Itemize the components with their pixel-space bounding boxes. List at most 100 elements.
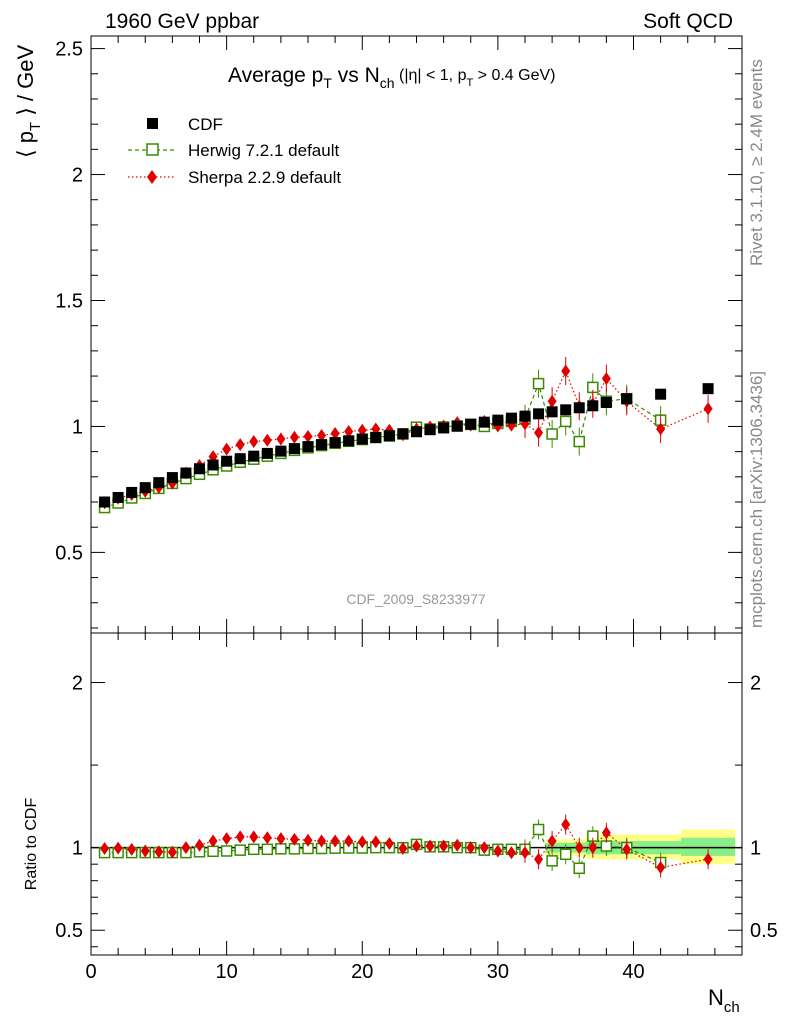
cdf-point xyxy=(112,491,124,503)
main-panel: 0.5 1 1.5 2 2.5 Average pT vs Nch (|η| < 1, … xyxy=(55,35,743,634)
ratio-sherpa-point xyxy=(140,844,150,858)
ratio-sherpa-point xyxy=(561,818,571,832)
ratio-ytick-label-right: 1 xyxy=(750,838,761,860)
sherpa-point xyxy=(547,394,557,408)
rivet-label: Rivet 3.1.10, ≥ 2.4M events xyxy=(747,59,766,266)
cdf-point xyxy=(411,426,422,438)
cdf-point xyxy=(600,397,612,409)
main-ytick-label: 1 xyxy=(72,416,83,438)
cdf-point xyxy=(478,416,490,428)
sherpa-point xyxy=(656,422,666,436)
ratio-herwig-line xyxy=(104,828,661,870)
main-ytick-label: 0.5 xyxy=(55,542,83,564)
ratio-sherpa-point xyxy=(222,832,232,846)
sherpa-point xyxy=(235,438,245,452)
sherpa-point xyxy=(262,433,272,447)
ratio-ytick-label-right: 0.5 xyxy=(750,920,778,942)
ratio-sherpa-point xyxy=(344,834,354,848)
cdf-point xyxy=(234,453,246,465)
herwig-point xyxy=(559,415,572,428)
ratio-sherpa-point xyxy=(276,832,286,846)
ratio-sherpa-point xyxy=(493,844,503,858)
main-ylabel: ⟨ pT ⟩ / GeV xyxy=(13,45,44,158)
ratio-sherpa-point xyxy=(452,838,462,852)
ratio-sherpa-point xyxy=(439,839,449,853)
ratio-sherpa-point xyxy=(398,841,408,855)
ratio-sherpa-point xyxy=(371,835,381,849)
cdf-point xyxy=(519,410,531,422)
ratio-sherpa-point xyxy=(479,841,489,855)
ratio-sherpa-point xyxy=(154,845,164,859)
ratio-ylabel: Ratio to CDF xyxy=(23,798,40,891)
ratio-sherpa-point xyxy=(601,826,611,840)
cdf-point xyxy=(465,418,477,430)
xtick-label: 10 xyxy=(216,961,238,983)
legend-herwig-marker xyxy=(146,143,159,156)
legend: CDF Herwig 7.2.1 default Sherpa 2.2.9 de… xyxy=(128,115,341,187)
ratio-sherpa-point xyxy=(622,842,632,856)
ratio-sherpa-point xyxy=(181,841,191,855)
cdf-point xyxy=(533,408,545,420)
cdf-point xyxy=(702,383,714,395)
ratio-sherpa-point xyxy=(703,852,713,866)
ratio-herwig-point xyxy=(261,843,274,856)
cdf-point xyxy=(621,393,633,405)
ratio-sherpa-point xyxy=(466,841,476,855)
legend-herwig-label: Herwig 7.2.1 default xyxy=(188,141,339,160)
ratio-sherpa-point xyxy=(330,834,340,848)
ratio-herwig-point xyxy=(546,855,558,867)
herwig-line xyxy=(104,381,661,509)
cdf-point xyxy=(153,477,165,489)
sherpa-point xyxy=(601,372,611,386)
ratio-ytick-label: 0.5 xyxy=(55,920,83,942)
ratio-ytick-label: 1 xyxy=(72,838,83,860)
cdf-point xyxy=(316,439,328,451)
xtick-label: 0 xyxy=(85,961,96,983)
ratio-sherpa-point xyxy=(357,835,367,849)
sherpa-point xyxy=(534,426,544,440)
sherpa-point xyxy=(330,426,340,440)
herwig-point xyxy=(546,428,558,440)
cdf-point xyxy=(166,472,178,484)
herwig-point xyxy=(573,435,585,448)
cdf-point xyxy=(99,496,111,508)
ratio-sherpa-point xyxy=(113,841,123,855)
legend-cdf-marker xyxy=(147,118,158,129)
header-left: 1960 GeV ppbar xyxy=(105,10,259,33)
ratio-sherpa-point xyxy=(588,841,598,855)
legend-cdf-label: CDF xyxy=(188,115,223,134)
analysis-id: CDF_2009_S8233977 xyxy=(346,591,486,607)
ratio-sherpa-point xyxy=(303,833,313,847)
ratio-ticks: 0 10 20 30 40 0.5 0.5 1 1 2 2 xyxy=(55,633,778,983)
ratio-sherpa-point xyxy=(195,838,204,852)
ratio-sherpa-point xyxy=(656,860,666,874)
ratio-herwig-point xyxy=(532,823,545,836)
cdf-point xyxy=(560,404,572,416)
cdf-point xyxy=(424,424,436,436)
xtick-label: 40 xyxy=(622,961,644,983)
cdf-point xyxy=(397,428,409,440)
cdf-point xyxy=(492,414,504,426)
ratio-frame xyxy=(90,632,743,956)
cdf-point xyxy=(288,443,300,455)
cdf-point xyxy=(383,430,395,442)
sherpa-point xyxy=(276,432,286,446)
cdf-point xyxy=(126,486,138,498)
mcplots-label: mcplots.cern.ch [arXiv:1306.3436] xyxy=(747,371,766,628)
cdf-point xyxy=(248,450,260,462)
ratio-herwig-point xyxy=(220,845,233,857)
cdf-point xyxy=(221,455,233,467)
ratio-sherpa-point xyxy=(317,834,327,848)
sherpa-line xyxy=(104,369,709,504)
ratio-series xyxy=(98,814,713,879)
ratio-sherpa-point xyxy=(249,830,259,844)
ratio-sherpa-point xyxy=(167,845,177,859)
cdf-point xyxy=(370,432,382,444)
ratio-herwig-point xyxy=(207,845,219,858)
main-ytick-label: 2 xyxy=(72,165,83,187)
cdf-point xyxy=(194,463,205,475)
ratio-sherpa-point xyxy=(574,841,584,855)
main-series xyxy=(98,357,714,514)
chart-title: Average pT vs Nch (|η| < 1, pT > 0.4 GeV… xyxy=(228,64,555,91)
sherpa-point xyxy=(344,424,354,438)
